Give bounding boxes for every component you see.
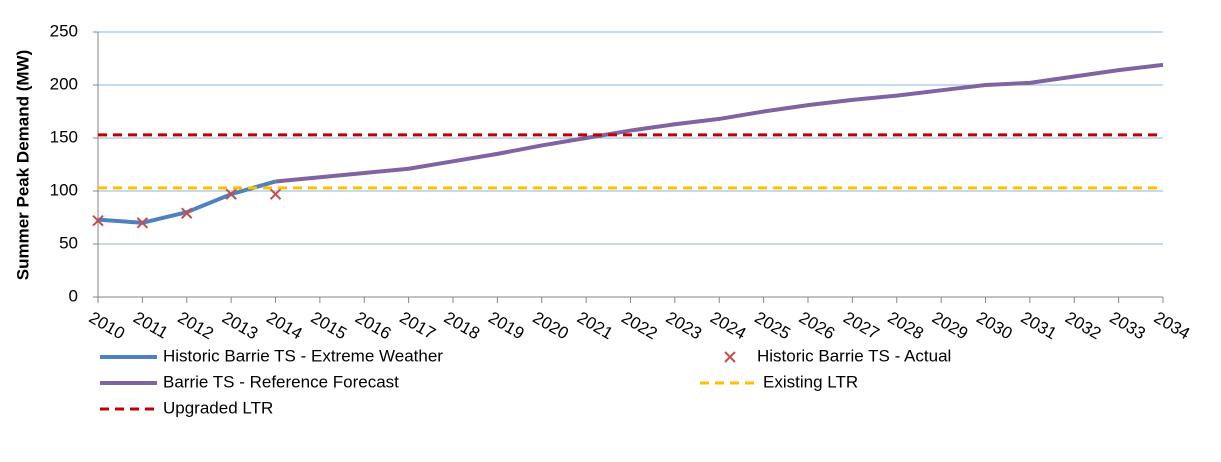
legend-label: Barrie TS - Reference Forecast: [163, 372, 399, 391]
marker: [269, 188, 282, 200]
y-tick-label: 200: [50, 74, 78, 93]
y-tick-label: 250: [50, 21, 78, 40]
series-line: [275, 62, 1164, 184]
marker: [181, 207, 193, 219]
y-tick-label: 100: [50, 180, 78, 199]
x-tick-label: 2023: [663, 308, 705, 343]
x-tick-label: 2020: [530, 308, 572, 343]
x-tick-label: 2011: [130, 308, 171, 343]
x-tick-label: 2028: [885, 308, 927, 343]
x-tick-label: 2024: [707, 308, 749, 343]
legend-label: Historic Barrie TS - Actual: [757, 346, 951, 365]
x-tick-label: 2027: [840, 308, 882, 343]
x-tick-label: 2022: [618, 308, 660, 343]
x-tick-label: 2021: [574, 308, 616, 343]
x-tick-label: 2015: [308, 308, 350, 343]
y-tick-label: 0: [69, 286, 78, 305]
marker: [136, 217, 149, 229]
x-tick-label: 2016: [352, 308, 394, 343]
x-tick-label: 2013: [219, 308, 261, 343]
x-tick-label: 2034: [1151, 308, 1193, 343]
x-tick-label: 2017: [396, 308, 438, 343]
legend-label: Upgraded LTR: [163, 398, 273, 417]
x-tick-label: 2025: [751, 308, 793, 343]
x-tick-label: 2029: [929, 308, 971, 343]
x-tick-label: 2032: [1062, 308, 1104, 343]
x-tick-label: 2026: [796, 308, 838, 343]
marker: [225, 188, 237, 200]
y-tick-label: 150: [50, 127, 78, 146]
x-tick-label: 2030: [973, 308, 1015, 343]
y-axis-label: Summer Peak Demand (MW): [13, 50, 32, 281]
x-tick-label: 2019: [485, 308, 527, 343]
y-tick-label: 50: [59, 233, 78, 252]
x-tick-label: 2018: [441, 308, 483, 343]
marker: [92, 214, 104, 227]
x-tick-label: 2012: [175, 308, 217, 343]
legend-label: Historic Barrie TS - Extreme Weather: [163, 346, 443, 365]
x-tick-label: 2014: [263, 308, 305, 343]
x-tick-label: 2031: [1018, 308, 1060, 343]
marker: [724, 351, 736, 363]
legend-label: Existing LTR: [763, 372, 858, 391]
x-tick-label: 2010: [86, 308, 128, 343]
x-tick-label: 2033: [1106, 308, 1148, 343]
